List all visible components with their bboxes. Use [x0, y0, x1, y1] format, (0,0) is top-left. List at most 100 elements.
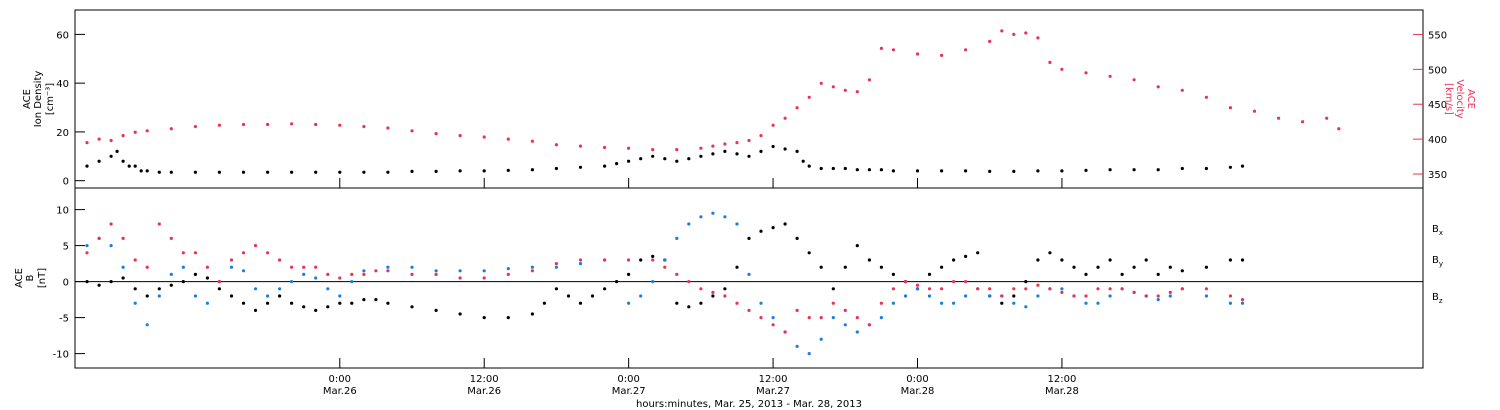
bx-point-20	[326, 305, 330, 309]
by-point-9	[193, 294, 197, 298]
velocity-axis-title-line3: [km/s]	[1443, 83, 1454, 115]
bx-point-66	[952, 258, 956, 262]
velocity-point-12	[314, 122, 318, 127]
density-point-8	[145, 169, 149, 173]
by-point-57	[903, 294, 908, 298]
by-point-20	[326, 287, 330, 291]
velocity-point-49	[1000, 29, 1004, 33]
density-point-4	[121, 159, 125, 163]
b-axis-title: ACE B [nT]	[14, 268, 48, 288]
density-point-9	[157, 170, 161, 174]
bz-point-41	[711, 290, 715, 294]
density-point-35	[687, 157, 691, 161]
velocity-point-15	[386, 126, 390, 130]
by-point-38	[675, 236, 679, 240]
velocity-point-55	[1084, 71, 1088, 75]
velocity-point-31	[735, 141, 739, 145]
by-point-10	[205, 301, 209, 305]
bx-point-82	[1144, 258, 1148, 262]
bx-point-14	[253, 308, 258, 312]
bx-point-49	[747, 236, 751, 240]
density-point-32	[651, 154, 655, 158]
density-axis-title-line1: ACE	[22, 89, 33, 109]
density-point-34	[675, 159, 679, 163]
bz-point-62	[964, 280, 968, 284]
bz-point-55	[879, 301, 884, 305]
x-tick-date-3: Mar.27	[756, 386, 790, 397]
bz-point-31	[530, 269, 535, 273]
bz-point-60	[940, 287, 944, 291]
density-point-6	[133, 164, 137, 168]
bx-point-59	[867, 258, 872, 262]
velocity-axis-title-line1: ACE	[1465, 89, 1476, 109]
bx-point-72	[1024, 280, 1028, 284]
bz-point-15	[266, 251, 270, 255]
bx-point-68	[976, 251, 980, 255]
bz-point-83	[1240, 298, 1245, 302]
bz-point-61	[952, 280, 956, 284]
velocity-point-36	[795, 106, 799, 110]
velocity-point-2	[109, 138, 113, 143]
density-point-47	[819, 166, 823, 171]
velocity-point-46	[940, 53, 944, 58]
by-point-67	[1024, 305, 1028, 309]
x-tick-time-4: 0:00	[906, 374, 928, 385]
bx-point-25	[386, 301, 390, 305]
density-point-39	[735, 152, 739, 156]
bz-point-45	[759, 316, 763, 320]
density-point-52	[879, 168, 884, 172]
by-point-49	[807, 352, 811, 356]
by-point-25	[410, 265, 414, 269]
velocity-point-52	[1036, 36, 1040, 40]
by-point-4	[133, 301, 137, 305]
velocity-tick-label-400: 400	[1428, 135, 1447, 146]
bx-point-15	[266, 301, 270, 305]
bx-point-12	[229, 294, 234, 298]
bx-point-9	[193, 272, 197, 276]
legend-bz: Bz	[1432, 292, 1443, 305]
bz-point-42	[723, 294, 727, 298]
bx-point-40	[639, 258, 643, 262]
velocity-point-9	[241, 122, 246, 127]
bz-point-11	[217, 280, 221, 284]
by-point-3	[121, 265, 125, 269]
velocity-point-60	[1204, 95, 1208, 99]
by-point-2	[109, 244, 113, 248]
velocity-point-43	[879, 46, 884, 51]
density-point-60	[1060, 169, 1064, 173]
by-point-37	[663, 258, 667, 262]
bz-point-58	[915, 283, 920, 287]
velocity-point-40	[843, 88, 847, 92]
bz-point-70	[1060, 290, 1064, 294]
density-point-40	[747, 154, 751, 158]
bx-point-61	[891, 272, 896, 276]
bx-point-47	[723, 287, 727, 291]
bz-point-20	[326, 272, 330, 276]
density-point-66	[1204, 166, 1208, 171]
by-point-50	[819, 337, 823, 341]
bz-point-1	[97, 236, 101, 240]
bz-point-53	[855, 316, 859, 320]
bx-point-8	[181, 280, 185, 284]
bz-point-71	[1072, 294, 1076, 298]
x-tick-date-2: Mar.27	[612, 386, 646, 397]
bx-point-74	[1048, 251, 1052, 255]
by-point-7	[169, 272, 173, 276]
bx-point-43	[675, 301, 679, 305]
density-point-13	[241, 170, 246, 174]
by-point-42	[723, 215, 727, 219]
bx-point-55	[819, 265, 823, 269]
velocity-point-51	[1024, 31, 1028, 35]
velocity-point-66	[1337, 127, 1341, 131]
series-layer	[85, 29, 1341, 356]
bz-point-44	[747, 308, 751, 312]
bz-point-7	[169, 236, 173, 240]
bx-point-46	[711, 294, 715, 298]
density-point-27	[578, 165, 583, 169]
by-point-56	[891, 301, 896, 305]
density-point-37	[711, 152, 715, 156]
by-point-81	[1204, 294, 1208, 298]
velocity-point-59	[1180, 88, 1184, 92]
by-point-36	[651, 280, 655, 284]
density-point-0	[85, 164, 89, 168]
